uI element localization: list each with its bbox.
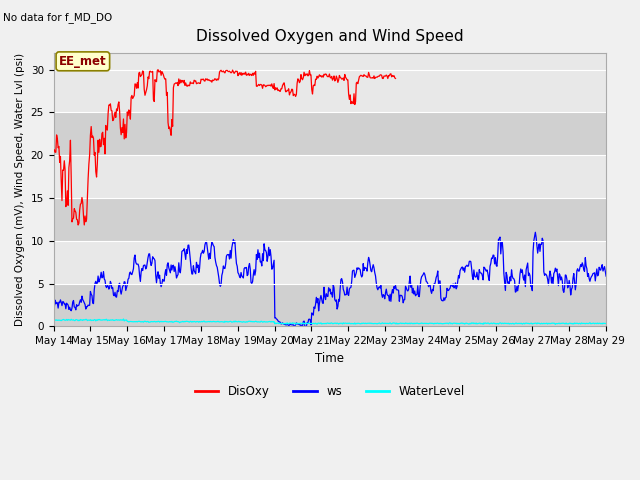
ws bbox=[532, 229, 540, 235]
Bar bbox=[54, 112, 606, 155]
Text: No data for f_MD_DO: No data for f_MD_DO bbox=[3, 12, 113, 23]
Legend: DisOxy, ws, WaterLevel: DisOxy, ws, WaterLevel bbox=[190, 380, 470, 403]
ws bbox=[116, 288, 124, 294]
ws bbox=[50, 302, 58, 308]
Line: ws: ws bbox=[54, 232, 606, 326]
DisOxy bbox=[173, 80, 180, 86]
ws bbox=[298, 324, 305, 329]
ws bbox=[414, 283, 422, 288]
Bar bbox=[54, 155, 606, 198]
ws bbox=[398, 292, 406, 298]
Y-axis label: Dissolved Oxygen (mV), Wind Speed, Water Lvl (psi): Dissolved Oxygen (mV), Wind Speed, Water… bbox=[15, 53, 25, 326]
DisOxy bbox=[116, 125, 124, 131]
Line: DisOxy: DisOxy bbox=[54, 70, 396, 225]
DisOxy bbox=[50, 149, 58, 155]
WaterLevel bbox=[398, 321, 406, 326]
DisOxy bbox=[202, 76, 209, 82]
Line: WaterLevel: WaterLevel bbox=[54, 319, 606, 324]
WaterLevel bbox=[602, 321, 610, 326]
WaterLevel bbox=[60, 317, 67, 323]
Title: Dissolved Oxygen and Wind Speed: Dissolved Oxygen and Wind Speed bbox=[196, 29, 463, 44]
Bar bbox=[54, 198, 606, 241]
Bar bbox=[54, 241, 606, 284]
Bar bbox=[54, 284, 606, 326]
ws bbox=[173, 275, 180, 281]
Bar bbox=[54, 70, 606, 112]
X-axis label: Time: Time bbox=[316, 352, 344, 365]
WaterLevel bbox=[173, 319, 181, 324]
ws bbox=[60, 299, 67, 305]
Text: EE_met: EE_met bbox=[59, 55, 107, 68]
WaterLevel bbox=[116, 317, 124, 323]
WaterLevel bbox=[120, 316, 127, 322]
WaterLevel bbox=[203, 319, 211, 325]
ws bbox=[602, 273, 610, 279]
WaterLevel bbox=[50, 317, 58, 323]
WaterLevel bbox=[552, 322, 559, 327]
ws bbox=[202, 240, 209, 245]
WaterLevel bbox=[414, 321, 422, 326]
DisOxy bbox=[60, 168, 67, 173]
